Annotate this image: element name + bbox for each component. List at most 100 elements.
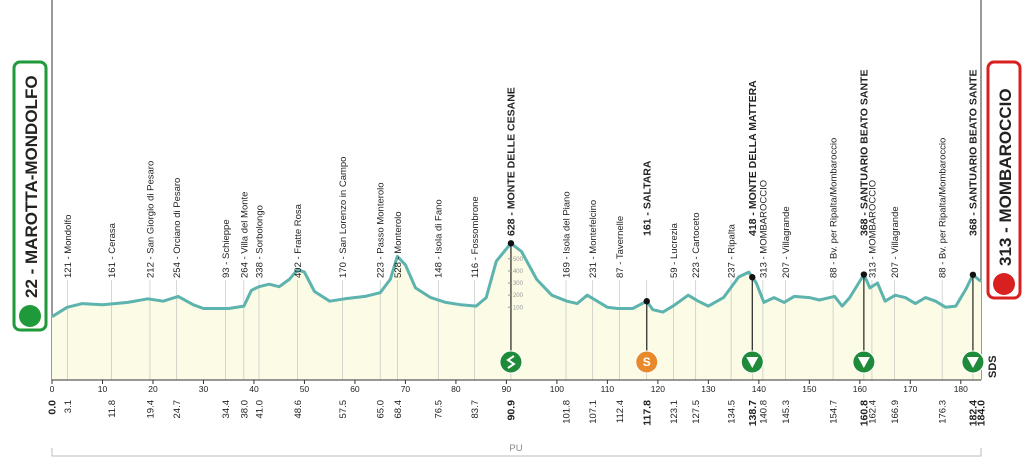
climb-glyph: [506, 355, 516, 369]
summit-dot: [643, 298, 650, 305]
km-label: 48.6: [293, 400, 304, 419]
km-label: 160.8: [858, 400, 870, 426]
x-tick-label: 130: [701, 384, 715, 394]
start-box: [12, 60, 48, 332]
pu-label: PU: [509, 443, 522, 454]
waypoint-name: 368 - SANTUARIO BEATO SANTE: [858, 70, 870, 236]
summit-dot: [969, 271, 977, 278]
profile-fill: [52, 243, 981, 380]
x-tick-label: 140: [752, 384, 766, 394]
x-tick-label: 30: [199, 384, 209, 394]
waypoint-name: 223 - Cartoceto: [691, 213, 702, 278]
km-label: 107.1: [588, 400, 599, 424]
summit-dot: [507, 240, 515, 247]
finish-label: 313 - MOMBAROCCIO: [996, 88, 1015, 266]
x-tick-label: 40: [249, 384, 259, 394]
km-label: 19.4: [145, 400, 156, 419]
marker-sprint: [635, 350, 659, 374]
waypoint-name: 207 - Villagrande: [890, 206, 901, 278]
waypoint-name: 313 - MOMBAROCCIO: [867, 180, 878, 278]
start-icon: [19, 305, 41, 327]
km-label: 65.0: [376, 400, 387, 419]
x-tick-label: 70: [401, 384, 411, 394]
x-tick-label: 80: [451, 384, 461, 394]
marker-symbol: S: [643, 355, 651, 369]
km-label: 3.1: [63, 400, 74, 413]
km-label: 154.7: [829, 400, 840, 424]
waypoint-name: 161 - SALTARA: [641, 160, 653, 236]
km-label: 90.9: [505, 400, 517, 421]
km-label: 38.0: [239, 400, 250, 419]
km-label: 24.7: [172, 400, 183, 419]
km-label: 176.3: [938, 400, 949, 424]
km-label: 83.7: [470, 400, 481, 419]
km-label: 138.7: [747, 400, 759, 426]
waypoint-name: 254 - Orciano di Pesaro: [172, 178, 183, 278]
kom-triangle: [857, 357, 870, 368]
km-label: 117.8: [641, 400, 653, 426]
waypoint-name: 528 - Monterolo: [393, 211, 404, 278]
waypoint-name: 368 - SANTUARIO BEATO SANTE: [967, 70, 979, 236]
waypoint-name: 264 - Villa del Monte: [239, 192, 250, 278]
km-label: 182.4: [967, 400, 979, 426]
km-label: 76.5: [434, 400, 445, 419]
x-tick-label: 20: [148, 384, 158, 394]
waypoint-name: 231 - Montefelcino: [588, 200, 599, 278]
x-tick-label: 170: [903, 384, 917, 394]
km-label: 34.4: [221, 400, 232, 419]
waypoint-name: 121 - Mondolfo: [63, 215, 74, 278]
waypoint-name: 87 - Tavernelle: [615, 216, 626, 278]
x-tick-label: 0: [50, 384, 55, 394]
summit-dot: [749, 274, 756, 281]
km-label: 162.4: [867, 400, 878, 424]
km-label: 112.4: [615, 400, 626, 423]
kom-triangle: [966, 357, 979, 368]
waypoint-name: 161 - Cerasa: [107, 222, 118, 278]
km-label: 134.5: [727, 400, 738, 424]
km-label: 11.8: [107, 400, 118, 418]
x-tick-label: 50: [300, 384, 310, 394]
km-label: 145.3: [781, 400, 792, 424]
waypoint-name: 402 - Fratte Rosa: [293, 203, 304, 278]
y-tick-label: 500: [513, 257, 524, 263]
waypoint-name: 313 - MOMBAROCCIO: [758, 180, 769, 278]
waypoint-name: 237 - Ripalta: [727, 223, 738, 278]
km-label: 0.0: [47, 400, 59, 415]
y-tick-label: 400: [513, 269, 524, 275]
waypoint-name: 116 - Fossombrone: [470, 196, 481, 278]
km-label: 166.9: [890, 400, 901, 424]
km-label: 123.1: [669, 400, 680, 424]
x-tick-label: 160: [853, 384, 867, 394]
x-tick-label: 100: [550, 384, 564, 394]
waypoint-name: 212 - San Giorgio di Pesaro: [145, 161, 156, 278]
km-label: 41.0: [255, 400, 266, 419]
y-tick-label: 300: [513, 281, 524, 287]
waypoint-name: 88 - Bv. per Ripalta/Mombaroccio: [829, 138, 840, 278]
km-label: 68.4: [393, 400, 404, 419]
waypoint-name: 223 - Passo Monterolo: [376, 182, 387, 278]
y-tick-label: 200: [513, 293, 524, 299]
finish-icon: [993, 273, 1015, 295]
waypoint-name: 207 - Villagrande: [781, 206, 792, 278]
waypoint-name: 338 - Sorbolongo: [255, 205, 266, 278]
x-tick-label: 150: [802, 384, 816, 394]
kom-triangle: [746, 357, 759, 368]
x-tick-label: 90: [502, 384, 512, 394]
finish-box: [986, 60, 1022, 300]
x-tick-label: 120: [651, 384, 665, 394]
pu-bracket: [51, 448, 982, 457]
x-tick-label: 180: [954, 384, 968, 394]
km-label: 140.8: [758, 400, 769, 424]
waypoint-name: 88 - Bv. per Ripalta/Mombaroccio: [938, 138, 949, 278]
waypoint-name: 59 - Lucrezia: [669, 222, 680, 278]
km-label: 127.5: [691, 400, 702, 424]
x-tick-label: 10: [98, 384, 108, 394]
x-tick-label: 110: [601, 384, 615, 394]
sds-label: SDS: [987, 355, 999, 378]
waypoint-name: 169 - Isola del Piano: [561, 191, 572, 278]
waypoint-name: 148 - Isola di Fano: [434, 199, 445, 278]
km-label: 57.5: [338, 400, 349, 419]
km-label: 101.8: [561, 400, 572, 424]
start-label: 22 - MAROTTA-MONDOLFO: [22, 75, 41, 298]
